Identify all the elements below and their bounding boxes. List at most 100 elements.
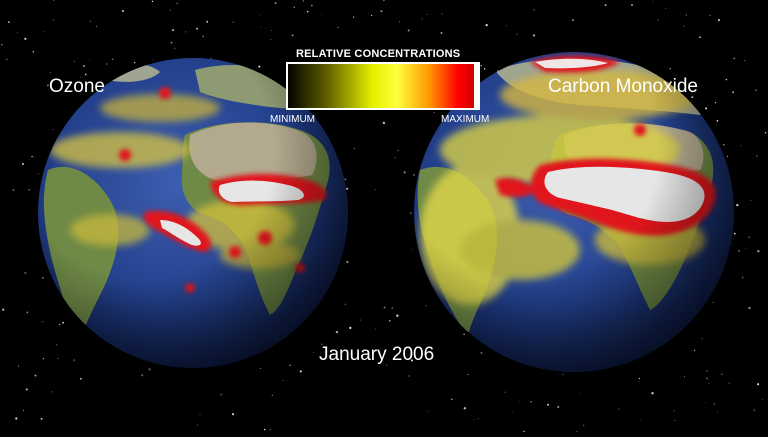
star: [346, 260, 349, 264]
star: [683, 25, 685, 27]
star: [344, 178, 346, 181]
star: [59, 323, 61, 326]
star: [34, 156, 35, 158]
star: [717, 18, 721, 22]
star: [26, 311, 29, 314]
star: [764, 131, 767, 134]
star: [47, 84, 49, 87]
star: [736, 203, 739, 207]
star: [42, 321, 44, 323]
star: [79, 377, 82, 380]
star: [421, 18, 423, 20]
star: [40, 417, 43, 420]
star: [480, 64, 483, 67]
star: [728, 382, 730, 384]
star: [441, 13, 443, 15]
star: [141, 374, 144, 377]
star: [691, 90, 693, 93]
star: [105, 63, 108, 65]
ozone-globe: [38, 58, 348, 368]
star: [52, 19, 54, 21]
star: [396, 314, 399, 317]
star: [712, 301, 715, 304]
star: [263, 428, 266, 431]
star: [451, 398, 453, 401]
star: [31, 155, 33, 158]
star: [530, 401, 532, 403]
legend-gradient-bar: [287, 63, 477, 109]
star: [43, 31, 45, 33]
star: [199, 414, 201, 416]
star: [259, 14, 262, 16]
star: [302, 0, 305, 2]
star: [42, 357, 44, 360]
star: [532, 34, 536, 37]
star: [413, 173, 415, 176]
star: [426, 13, 428, 15]
star: [274, 2, 277, 4]
star: [721, 373, 724, 376]
star: [463, 333, 465, 336]
star: [674, 420, 676, 422]
star: [381, 397, 383, 398]
star: [463, 407, 466, 410]
star: [53, 0, 55, 1]
star: [354, 148, 356, 149]
star: [733, 57, 736, 60]
star: [631, 4, 633, 6]
star: [37, 173, 39, 175]
star: [699, 36, 701, 39]
star: [306, 10, 309, 13]
star: [371, 14, 373, 17]
star: [709, 14, 711, 17]
star: [716, 411, 718, 413]
star: [41, 276, 44, 279]
star: [5, 58, 8, 61]
star: [733, 232, 736, 235]
star: [382, 0, 385, 1]
star: [374, 328, 377, 330]
star: [741, 276, 744, 279]
star: [397, 149, 399, 152]
star: [745, 247, 747, 249]
star: [533, 9, 535, 11]
star: [259, 367, 262, 370]
star: [293, 6, 295, 8]
star: [7, 21, 10, 24]
star: [95, 26, 98, 28]
star: [691, 96, 694, 99]
star: [313, 351, 315, 354]
star: [17, 365, 20, 367]
star: [170, 41, 173, 44]
star: [473, 419, 475, 420]
star: [17, 32, 18, 34]
star: [52, 129, 54, 131]
star: [580, 392, 582, 394]
star: [669, 68, 671, 70]
star: [21, 162, 25, 166]
star: [24, 37, 27, 40]
star: [73, 60, 76, 63]
star: [148, 368, 151, 371]
star: [232, 21, 235, 23]
star: [1, 44, 3, 46]
star: [665, 8, 667, 9]
carbon-monoxide-globe: [414, 52, 734, 372]
star: [740, 145, 742, 147]
star: [206, 20, 209, 23]
star: [638, 377, 641, 380]
date-label: January 2006: [319, 344, 435, 365]
star: [639, 420, 641, 421]
star: [220, 393, 223, 396]
star: [88, 59, 90, 61]
star: [757, 383, 760, 386]
star: [258, 65, 261, 68]
star: [271, 30, 272, 32]
star: [732, 91, 734, 94]
star: [714, 101, 717, 104]
star: [269, 428, 272, 431]
star: [151, 0, 154, 3]
star: [291, 34, 294, 37]
star: [25, 388, 28, 391]
